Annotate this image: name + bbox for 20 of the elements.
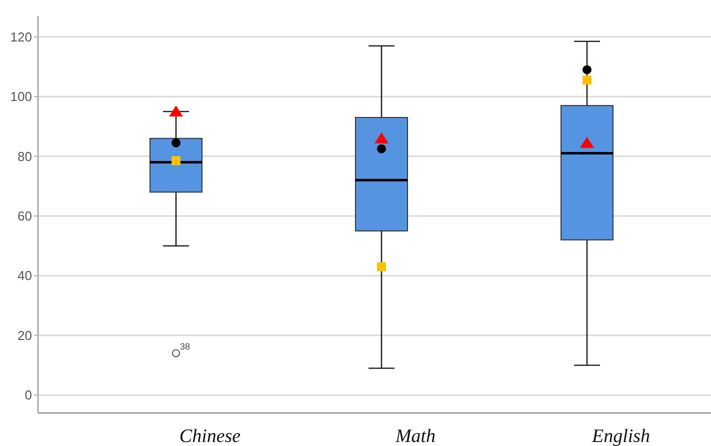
point [377, 144, 386, 154]
annotation: 38 [180, 341, 190, 352]
y-tick-label: 0 [24, 388, 32, 403]
point [374, 132, 388, 144]
x-tick-label: Math [394, 426, 436, 446]
y-tick-label: 60 [18, 208, 32, 224]
point [172, 156, 180, 166]
x-tick-label: Chinese [179, 426, 241, 446]
y-tick-label: 80 [18, 148, 32, 164]
point [377, 262, 386, 272]
point [582, 65, 592, 74]
y-tick-label: 20 [18, 328, 32, 343]
point [169, 106, 183, 117]
point [580, 136, 594, 148]
point [172, 138, 180, 148]
point [582, 76, 592, 85]
y-tick-label: 40 [18, 268, 32, 284]
y-tick-label: 120 [10, 29, 32, 44]
y-tick-label: 100 [10, 89, 32, 104]
x-tick-label: English [590, 426, 650, 446]
